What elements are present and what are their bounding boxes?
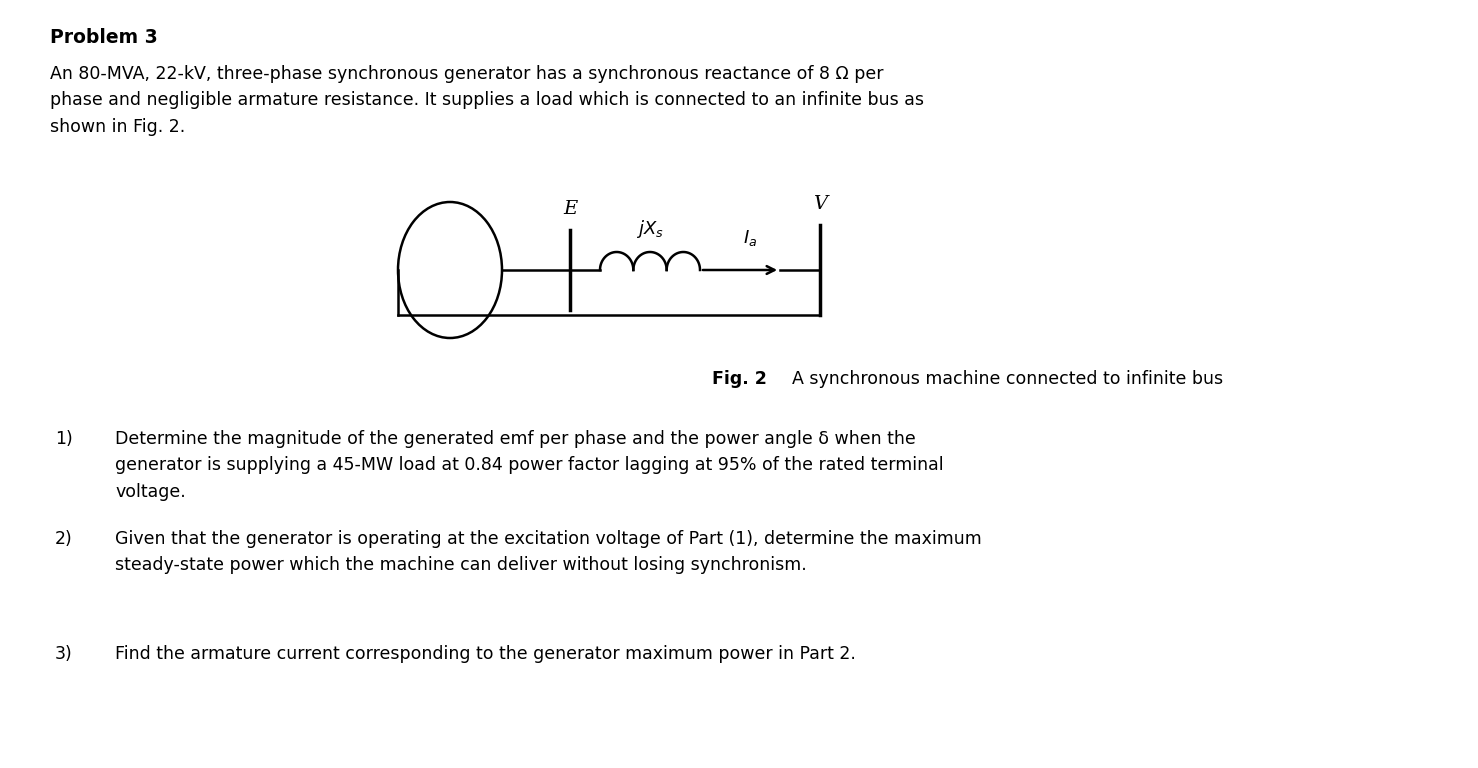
Text: Problem 3: Problem 3: [50, 28, 158, 47]
Text: Given that the generator is operating at the excitation voltage of Part (1), det: Given that the generator is operating at…: [115, 530, 981, 574]
Text: 1): 1): [55, 430, 72, 448]
Text: $jX_s$: $jX_s$: [636, 218, 664, 240]
Text: 2): 2): [55, 530, 72, 548]
Text: V: V: [813, 195, 828, 213]
Text: Fig. 2: Fig. 2: [711, 370, 767, 388]
Text: 3): 3): [55, 645, 72, 663]
Text: An 80-MVA, 22-kV, three-phase synchronous generator has a synchronous reactance : An 80-MVA, 22-kV, three-phase synchronou…: [50, 65, 924, 136]
Text: $I_a$: $I_a$: [743, 228, 757, 248]
Text: E: E: [563, 200, 576, 218]
Text: Find the armature current corresponding to the generator maximum power in Part 2: Find the armature current corresponding …: [115, 645, 856, 663]
Text: Determine the magnitude of the generated emf per phase and the power angle δ whe: Determine the magnitude of the generated…: [115, 430, 943, 501]
Text: A synchronous machine connected to infinite bus: A synchronous machine connected to infin…: [780, 370, 1224, 388]
